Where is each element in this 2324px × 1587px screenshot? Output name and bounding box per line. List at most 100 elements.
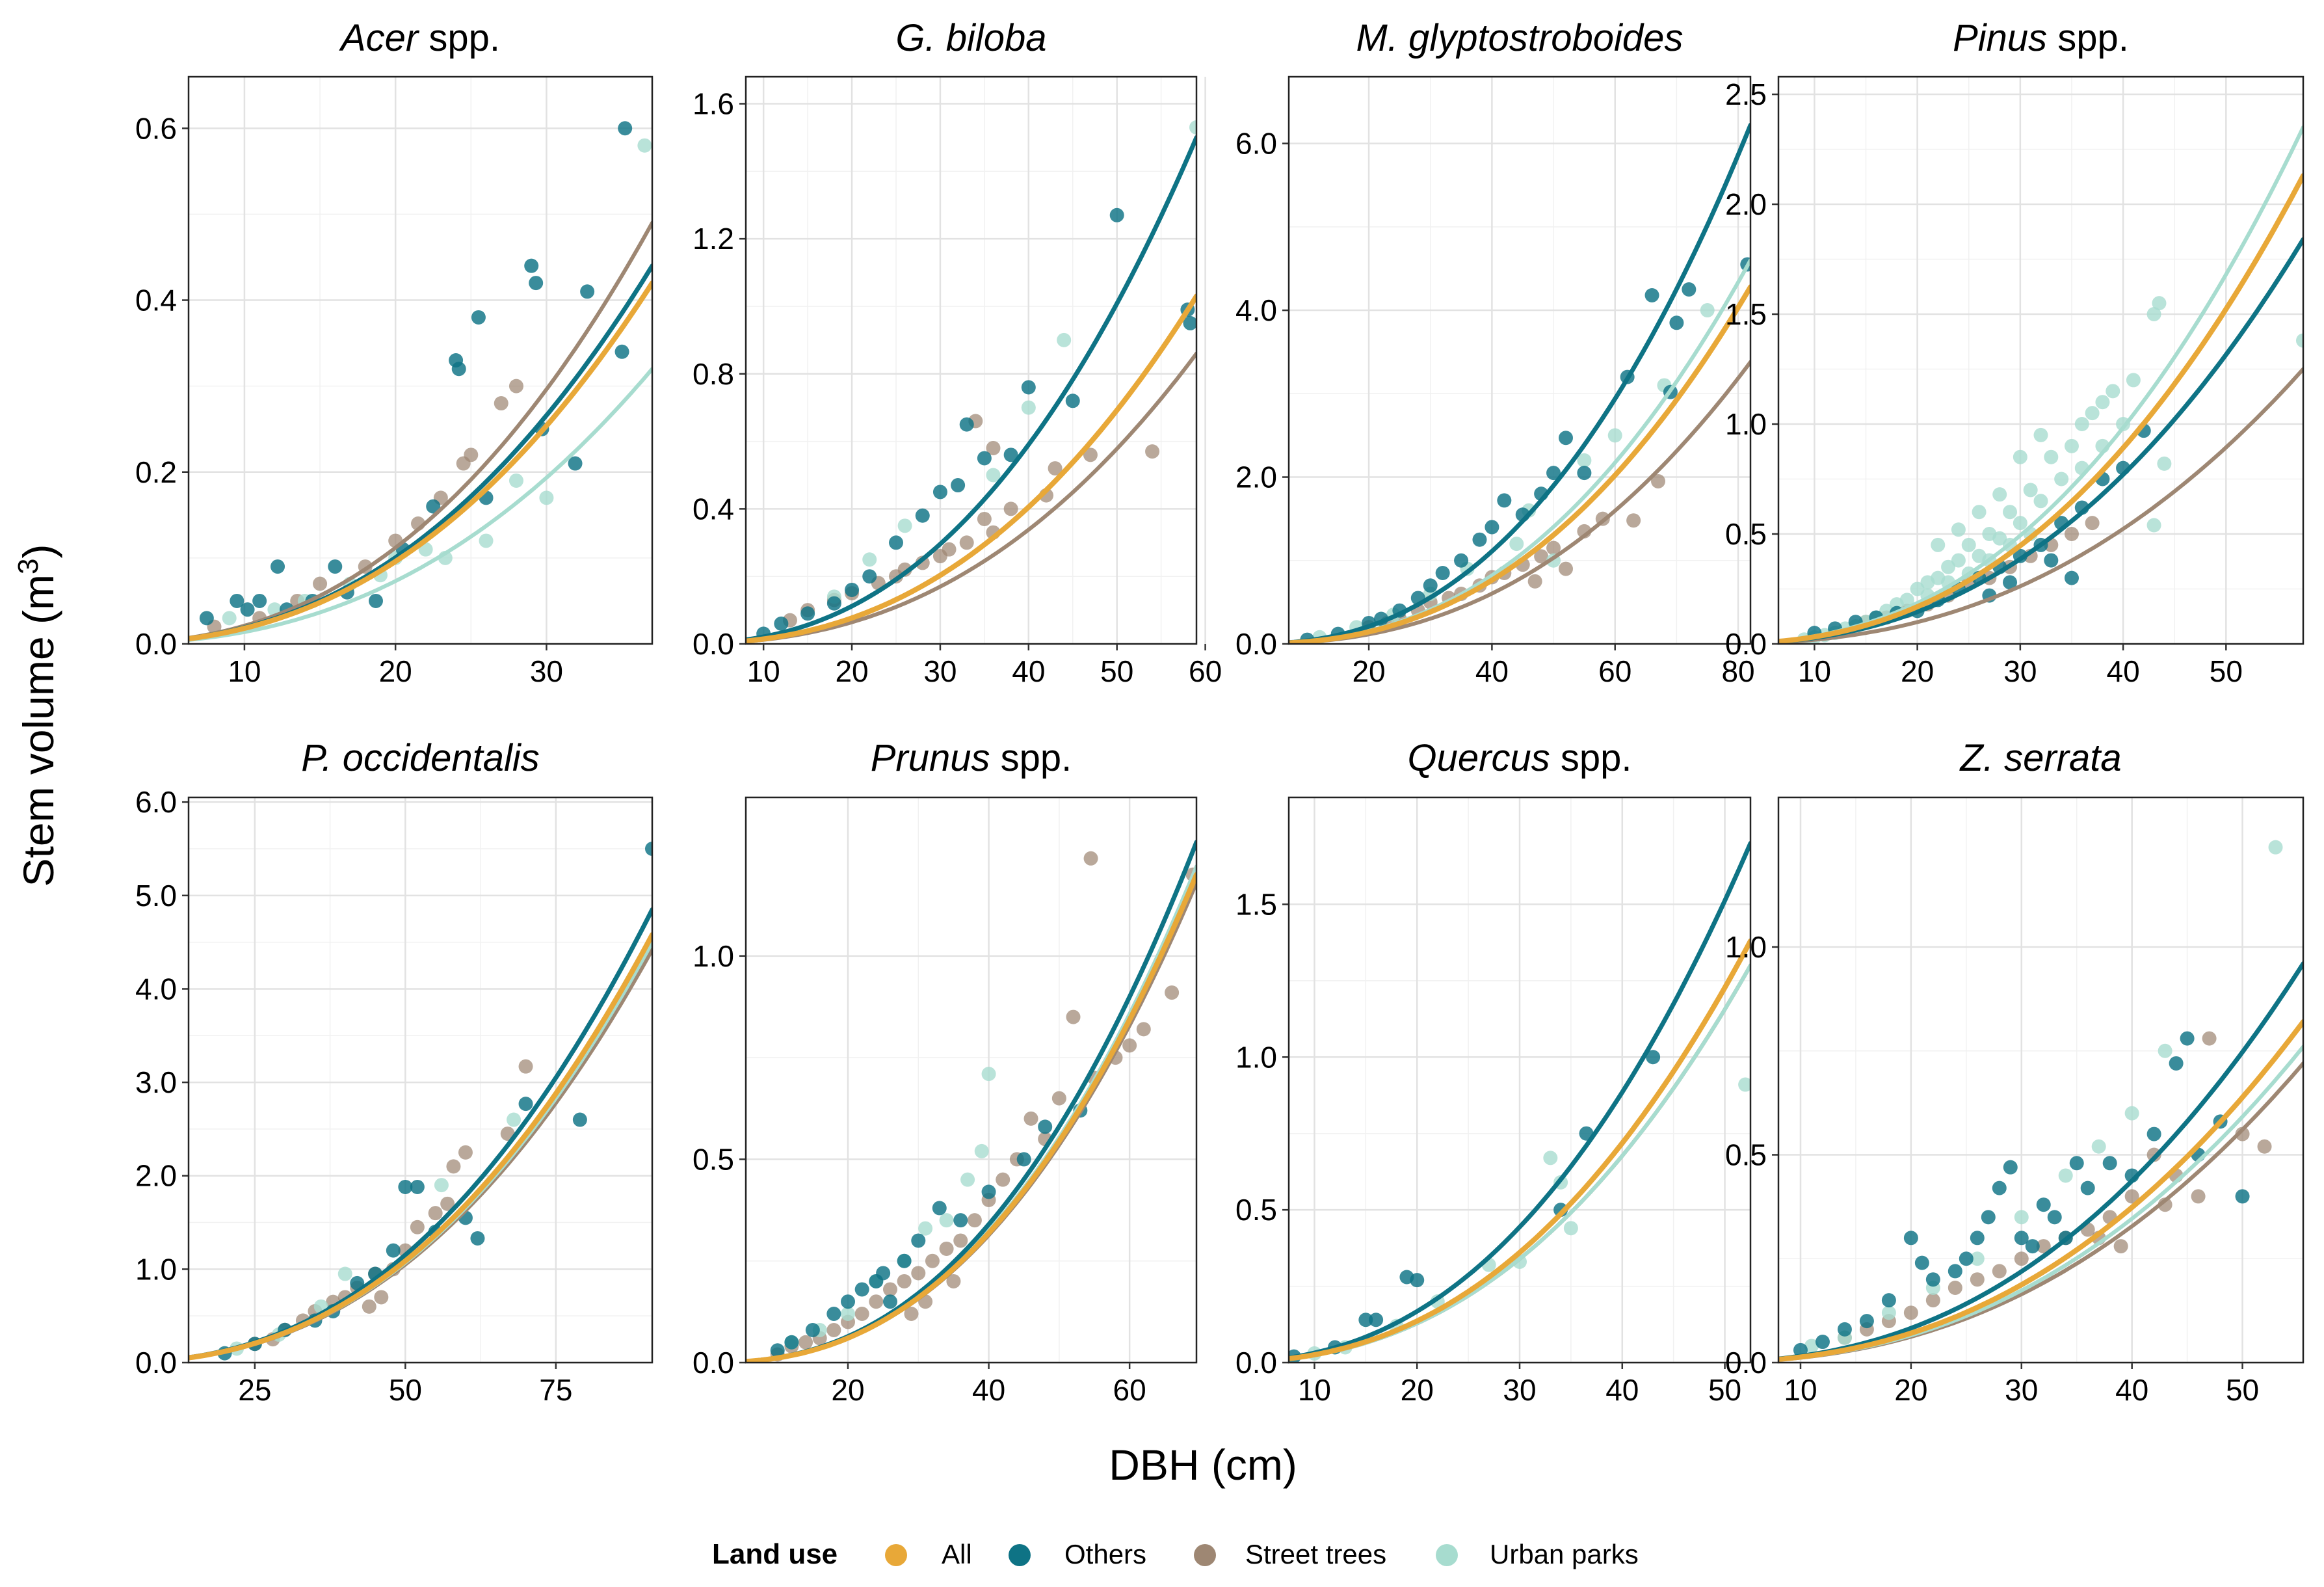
panel-title-italic: G. biloba — [895, 17, 1046, 59]
point-others — [398, 1179, 413, 1194]
y-tick-label: 0.2 — [135, 455, 177, 489]
y-tick-label: 2.0 — [1725, 187, 1767, 221]
point-others — [199, 611, 214, 626]
panel-border — [745, 796, 1198, 1364]
point-street-trees — [1527, 574, 1542, 589]
point-street-trees — [1051, 1091, 1066, 1106]
point-street-trees — [1559, 561, 1573, 576]
legend-entry-street-trees: Street trees — [1194, 1539, 1386, 1569]
point-street-trees — [2113, 1239, 2128, 1254]
x-tick-label: 10 — [1798, 654, 1831, 688]
point-urban-parks — [507, 1112, 522, 1127]
x-tick-label: 30 — [530, 654, 563, 688]
point-others — [1546, 466, 1561, 481]
point-others — [1423, 578, 1438, 593]
point-street-trees — [826, 1322, 841, 1337]
y-tick-label: 1.6 — [693, 87, 734, 121]
plot-area — [189, 121, 652, 642]
point-others — [524, 258, 539, 273]
point-others — [882, 1294, 897, 1309]
point-urban-parks — [2095, 395, 2110, 410]
point-street-trees — [1948, 1280, 1962, 1295]
point-others — [981, 1184, 996, 1199]
point-others — [1959, 1251, 1974, 1266]
y-tick-label: 4.0 — [135, 972, 177, 1006]
point-urban-parks — [1961, 537, 1976, 552]
panel-title-italic: P. occidentalis — [301, 737, 540, 779]
point-street-trees — [410, 1220, 425, 1234]
point-urban-parks — [2074, 417, 2089, 432]
point-street-trees — [2036, 1239, 2051, 1254]
point-street-trees — [446, 1159, 461, 1174]
panel-title-italic: Prunus — [871, 737, 990, 779]
legend-entry-urban-parks: Urban parks — [1436, 1539, 1639, 1569]
x-tick-label: 40 — [1012, 654, 1045, 688]
y-tick-label: 3.0 — [135, 1065, 177, 1099]
x-tick-label: 20 — [1352, 654, 1385, 688]
point-urban-parks — [2054, 472, 2069, 487]
panel-border — [1777, 75, 2304, 645]
point-others — [1859, 1314, 1874, 1329]
point-urban-parks — [1992, 531, 2007, 546]
point-street-trees — [2124, 1189, 2139, 1204]
panel-title-rest: spp. — [2047, 17, 2129, 59]
x-tick-label: 10 — [1784, 1373, 1817, 1407]
point-others — [328, 559, 343, 574]
point-street-trees — [904, 1306, 919, 1321]
point-others — [784, 1335, 799, 1350]
point-street-trees — [1048, 461, 1063, 476]
point-others — [410, 1179, 425, 1194]
point-others — [2025, 1239, 2040, 1254]
y-tick-label: 1.0 — [135, 1252, 177, 1286]
point-street-trees — [942, 542, 957, 557]
point-street-trees — [1903, 1305, 1918, 1320]
plot-area — [1289, 841, 1750, 1363]
x-tick-label: 50 — [1708, 1373, 1741, 1407]
y-tick-label: 1.0 — [693, 939, 734, 973]
x-tick-label: 20 — [1901, 654, 1934, 688]
y-tick-label: 1.2 — [693, 222, 734, 256]
panels: 10 20 30 0.0 0.2 0.4 0.6 Acer spp. 10 20 30 40 50 60 0… — [135, 17, 2304, 1407]
point-street-trees — [1066, 1009, 1081, 1024]
panel-title: P. occidentalis — [301, 737, 540, 779]
point-others — [854, 1282, 869, 1297]
legend-label-others: Others — [1064, 1539, 1146, 1569]
point-street-trees — [996, 1172, 1010, 1187]
point-others — [2180, 1031, 2195, 1046]
point-others — [1109, 207, 1124, 222]
y-tick-label: 0.0 — [1725, 1346, 1767, 1380]
point-others — [862, 569, 877, 584]
fit-line-all — [1778, 173, 2303, 644]
plot-area — [746, 120, 1196, 644]
point-urban-parks — [1509, 537, 1524, 552]
point-street-trees — [458, 1145, 473, 1160]
fit-line-others — [1289, 122, 1750, 644]
y-tick-label: 0.0 — [1725, 627, 1767, 661]
point-urban-parks — [637, 138, 652, 153]
point-others — [451, 362, 466, 377]
point-urban-parks — [2146, 307, 2161, 322]
point-others — [1815, 1335, 1830, 1350]
point-others — [932, 485, 947, 500]
x-tick-label: 40 — [972, 1373, 1005, 1407]
legend-key-street-trees — [1194, 1544, 1216, 1566]
point-street-trees — [362, 1299, 376, 1314]
point-others — [2036, 1197, 2051, 1212]
point-others — [2102, 1156, 2117, 1171]
point-street-trees — [2014, 1251, 2029, 1266]
y-tick-label: 0.5 — [1725, 517, 1767, 551]
point-street-trees — [374, 1290, 389, 1305]
y-tick-label: 1.0 — [1725, 407, 1767, 441]
x-tick-label: 50 — [2210, 654, 2243, 688]
point-street-trees — [986, 440, 1001, 455]
plot-background — [746, 797, 1196, 1363]
x-tick-label: 40 — [1475, 654, 1509, 688]
legend-entry-others: Others — [1009, 1539, 1146, 1569]
point-urban-parks — [1920, 575, 1935, 590]
point-street-trees — [2064, 527, 2079, 542]
point-others — [2146, 1127, 2161, 1141]
point-urban-parks — [337, 1266, 352, 1281]
point-others — [953, 1213, 968, 1228]
point-others — [252, 593, 267, 608]
point-street-trees — [2191, 1189, 2206, 1204]
